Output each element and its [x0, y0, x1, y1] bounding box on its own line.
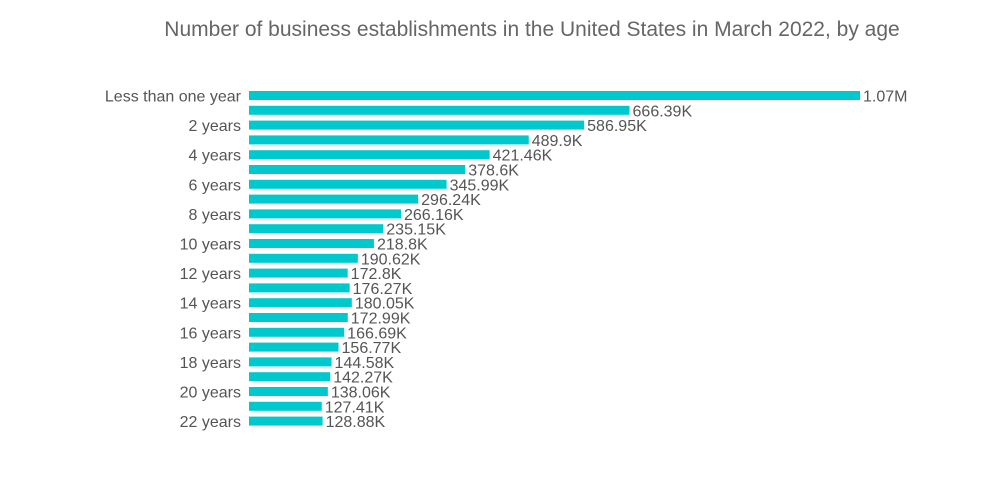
- data-labels: 1.07M 666.39K586.95K489.9K421.46K378.6K34…: [325, 89, 908, 432]
- data-label: 345.99K: [450, 177, 510, 194]
- data-label: 666.39K: [633, 103, 693, 120]
- y-tick-label: 12 years: [180, 266, 241, 283]
- bar: [249, 357, 332, 367]
- data-label: 172.99K: [351, 311, 411, 328]
- bar: [249, 165, 466, 174]
- bar: [249, 194, 419, 204]
- data-label: 127.41K: [325, 399, 385, 416]
- data-label: 421.46K: [493, 148, 553, 165]
- y-tick-label: 18 years: [180, 355, 241, 372]
- bar: [249, 268, 348, 278]
- bar: [249, 342, 339, 352]
- y-tick-label: 14 years: [180, 296, 241, 313]
- data-label: 176.27K: [353, 281, 413, 298]
- bar: [249, 224, 384, 234]
- y-tick-label: 22 years: [180, 414, 241, 431]
- y-tick-label: 2 years: [189, 118, 241, 135]
- y-tick-label: 8 years: [189, 207, 241, 224]
- bar: [249, 401, 322, 411]
- y-tick-label: Less than one year: [105, 89, 242, 106]
- bar: [249, 150, 490, 160]
- y-tick-label: 20 years: [180, 385, 241, 402]
- bar: [249, 327, 345, 337]
- bar: [249, 298, 352, 308]
- bar: [249, 105, 630, 115]
- bar: [249, 135, 529, 145]
- bar: [249, 283, 350, 293]
- y-tick-label: 6 years: [189, 177, 241, 194]
- bar: [249, 253, 358, 263]
- data-label: 156.77K: [342, 340, 402, 357]
- bar: [249, 179, 447, 189]
- y-axis-tick-labels: Less than one year 2 years 4 years 6 years 8…: [105, 89, 242, 432]
- bar: [249, 120, 585, 130]
- data-label: 218.8K: [377, 237, 428, 254]
- data-label: 586.95K: [587, 118, 647, 135]
- data-label: 138.06K: [331, 385, 391, 402]
- data-label: 235.15K: [386, 222, 446, 239]
- bar: [249, 372, 331, 382]
- data-label: 128.88K: [326, 414, 386, 431]
- data-label: 378.6K: [468, 163, 519, 180]
- bar: [249, 387, 328, 396]
- y-tick-label: 16 years: [180, 325, 241, 342]
- bar: [249, 239, 374, 248]
- data-label: 142.27K: [333, 370, 393, 387]
- y-tick-label: 4 years: [189, 148, 241, 165]
- bar: [249, 416, 323, 426]
- bars-layer: [249, 91, 860, 426]
- data-label: 172.8K: [351, 266, 402, 283]
- data-label: 266.16K: [404, 207, 464, 224]
- data-label: 190.62K: [361, 251, 421, 268]
- data-label: 144.58K: [335, 355, 395, 372]
- bar: [249, 91, 860, 100]
- data-label: 180.05K: [355, 296, 415, 313]
- data-label: 296.24K: [421, 192, 481, 209]
- data-label: 166.69K: [347, 325, 407, 342]
- chart-title: Number of business establishments in the…: [164, 18, 900, 41]
- bar: [249, 313, 348, 322]
- bar: [249, 209, 401, 219]
- y-tick-label: 10 years: [180, 237, 241, 254]
- data-label: 1.07M: [863, 89, 907, 106]
- data-label: 489.9K: [532, 133, 583, 150]
